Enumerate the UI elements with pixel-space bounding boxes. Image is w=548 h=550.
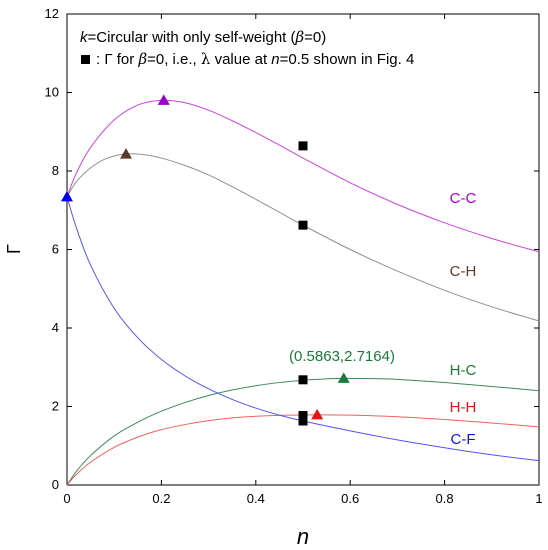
y-axis-ticks: 0 2 4 6 8 10 12 [45,6,539,492]
x-axis-ticks: 0 0.2 0.4 0.6 0.8 1 [63,14,543,506]
x-tick-label: 0.8 [436,491,454,506]
series-label-c-h: C-H [450,263,477,280]
peak-marker-h-c [337,372,350,383]
y-tick-label: 0 [52,477,59,492]
peak-annotation: (0.5863,2.7164) [289,348,395,365]
legend-line2-a: : Γ for [96,51,138,68]
square-marker [298,141,308,151]
legend-line2-c: value at [210,51,271,68]
square-marker [298,220,308,230]
series-label-h-h: H-H [450,399,477,416]
x-tick-label: 0.4 [247,491,265,506]
y-axis-label: Γ [4,244,24,254]
legend-lambda: λ [201,50,211,68]
legend-line1-rest: =Circular with only self-weight ( [88,29,296,46]
y-tick-label: 2 [52,399,59,414]
x-axis-label: n [297,524,309,549]
x-tick-label: 0 [63,491,70,506]
series-lines [66,99,540,486]
legend-square-marker [81,55,90,64]
legend-line-2: : Γ for β=0, i.e., λ value at n=0.5 show… [96,50,414,68]
square-marker [298,416,308,426]
series-line-h-c [66,377,540,486]
y-tick-label: 6 [52,242,59,257]
x-tick-label: 0.2 [152,491,170,506]
peak-marker-h-h [311,408,324,420]
y-tick-label: 4 [52,320,59,335]
legend-line1-end: =0) [304,29,326,46]
series-line-c-f [66,196,540,462]
legend-line2-d: =0.5 shown in Fig. 4 [280,51,415,68]
peak-marker-c-c [157,94,170,105]
legend-line2-b: =0, i.e., [147,51,201,68]
series-label-h-c: H-C [450,362,477,379]
series-markers [61,94,350,426]
y-tick-label: 12 [45,6,59,21]
y-tick-label: 8 [52,163,59,178]
y-tick-label: 10 [45,85,59,100]
square-marker [298,375,308,385]
legend-k: k [80,29,89,46]
series-line-c-c [66,99,540,253]
series-label-c-f: C-F [451,431,476,448]
x-tick-label: 1 [535,491,542,506]
square-marker [298,411,308,421]
series-line-h-h [66,414,540,486]
peak-marker-c-f [61,190,73,202]
legend: k=Circular with only self-weight (β=0) :… [80,28,414,68]
peak-marker-c-h [120,148,132,159]
x-tick-label: 0.6 [341,491,359,506]
series-label-c-c: C-C [450,190,477,207]
legend-beta-2: β [137,50,147,68]
legend-line-1: k=Circular with only self-weight (β=0) [80,28,326,46]
series-line-c-h [66,153,540,322]
legend-beta-1: β [295,28,305,46]
legend-n: n [271,51,279,68]
